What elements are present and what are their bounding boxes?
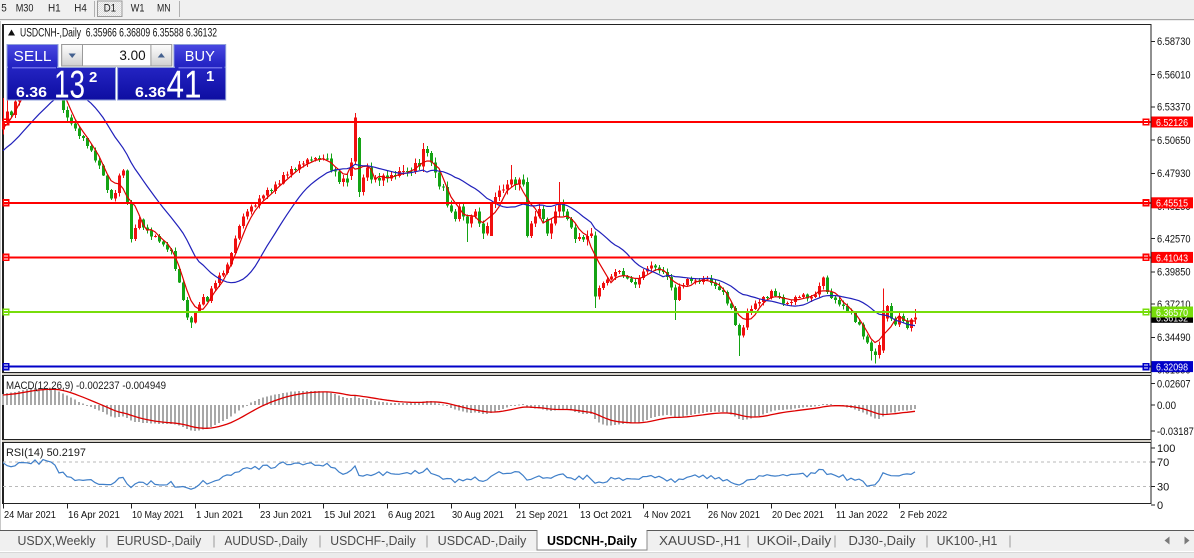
svg-text:6 Aug 2021: 6 Aug 2021 (388, 509, 435, 521)
svg-text:6.36: 6.36 (16, 85, 47, 101)
svg-text:SELL: SELL (14, 48, 52, 65)
svg-text:USDCNH-,Daily: USDCNH-,Daily (547, 534, 637, 548)
svg-text:|: | (833, 534, 836, 548)
svg-text:20 Dec 2021: 20 Dec 2021 (772, 509, 824, 521)
svg-text:RSI(14) 50.2197: RSI(14) 50.2197 (6, 447, 86, 459)
svg-text:11 Jan 2022: 11 Jan 2022 (836, 509, 888, 521)
svg-text:3.00: 3.00 (119, 48, 145, 63)
svg-text:|: | (212, 534, 215, 548)
svg-text:MN: MN (157, 3, 171, 15)
svg-text:5: 5 (1, 3, 7, 15)
svg-text:16 Apr 2021: 16 Apr 2021 (68, 509, 120, 521)
svg-text:H1: H1 (48, 3, 61, 15)
svg-text:USDCNH-,Daily 6.35966 6.36809: USDCNH-,Daily 6.35966 6.36809 6.35588 6.… (20, 28, 217, 40)
svg-text:|: | (105, 534, 108, 548)
svg-text:6.36: 6.36 (135, 85, 166, 101)
svg-text:15 Jul 2021: 15 Jul 2021 (324, 509, 376, 521)
svg-text:30: 30 (1157, 481, 1169, 493)
svg-text:6.42570: 6.42570 (1157, 234, 1191, 246)
svg-text:70: 70 (1157, 457, 1169, 469)
svg-text:|: | (318, 534, 321, 548)
svg-text:21 Sep 2021: 21 Sep 2021 (516, 509, 568, 521)
svg-text:30 Aug 2021: 30 Aug 2021 (452, 509, 504, 521)
svg-text:UKOil-,Daily: UKOil-,Daily (757, 534, 832, 548)
svg-text:0: 0 (1157, 500, 1163, 512)
svg-text:100: 100 (1157, 443, 1175, 455)
svg-text:USDCAD-,Daily: USDCAD-,Daily (438, 534, 527, 548)
svg-text:6.36570: 6.36570 (1156, 307, 1188, 319)
svg-text:W1: W1 (131, 3, 145, 15)
svg-text:M30: M30 (16, 3, 34, 15)
svg-text:|: | (746, 534, 749, 548)
svg-text:2: 2 (89, 69, 97, 86)
svg-text:0.00: 0.00 (1157, 400, 1176, 412)
svg-text:EURUSD-,Daily: EURUSD-,Daily (117, 534, 202, 548)
svg-text:41: 41 (167, 64, 202, 107)
svg-text:0.02607: 0.02607 (1157, 378, 1191, 390)
svg-text:|: | (1008, 534, 1011, 548)
svg-text:4 Nov 2021: 4 Nov 2021 (644, 509, 691, 521)
svg-text:|: | (425, 534, 428, 548)
svg-text:H4: H4 (74, 3, 87, 15)
svg-text:2 Feb 2022: 2 Feb 2022 (900, 509, 947, 521)
svg-text:24 Mar 2021: 24 Mar 2021 (4, 509, 56, 521)
svg-text:XAUUSD-,H1: XAUUSD-,H1 (659, 534, 741, 548)
svg-text:6.52126: 6.52126 (1156, 117, 1188, 129)
svg-text:DJ30-,Daily: DJ30-,Daily (849, 534, 917, 548)
svg-text:6.47930: 6.47930 (1157, 168, 1191, 180)
svg-text:23 Jun 2021: 23 Jun 2021 (260, 509, 312, 521)
svg-text:6.53370: 6.53370 (1157, 102, 1191, 114)
svg-text:6.41043: 6.41043 (1156, 252, 1188, 264)
svg-text:USDX,Weekly: USDX,Weekly (18, 534, 97, 548)
svg-text:6.58730: 6.58730 (1157, 36, 1191, 48)
svg-text:13: 13 (54, 64, 85, 107)
svg-text:13 Oct 2021: 13 Oct 2021 (580, 509, 632, 521)
svg-text:6.34490: 6.34490 (1157, 332, 1191, 344)
svg-text:UK100-,H1: UK100-,H1 (937, 534, 998, 548)
svg-text:USDCHF-,Daily: USDCHF-,Daily (330, 534, 416, 548)
svg-text:6.50650: 6.50650 (1157, 135, 1191, 147)
svg-text:BUY: BUY (185, 48, 215, 65)
svg-text:-0.031872: -0.031872 (1157, 426, 1194, 438)
svg-text:1: 1 (206, 68, 214, 85)
svg-text:6.39850: 6.39850 (1157, 267, 1191, 279)
svg-text:1 Jun 2021: 1 Jun 2021 (196, 509, 243, 521)
svg-text:AUDUSD-,Daily: AUDUSD-,Daily (225, 534, 309, 548)
svg-text:10 May 2021: 10 May 2021 (132, 509, 184, 521)
svg-text:D1: D1 (104, 3, 117, 15)
svg-text:6.56010: 6.56010 (1157, 69, 1191, 81)
svg-text:26 Nov 2021: 26 Nov 2021 (708, 509, 760, 521)
svg-text:MACD(12,26,9) -0.002237 -0.004: MACD(12,26,9) -0.002237 -0.004949 (6, 380, 166, 392)
svg-text:|: | (925, 534, 928, 548)
svg-text:6.45515: 6.45515 (1156, 198, 1188, 210)
svg-text:6.32098: 6.32098 (1156, 361, 1188, 373)
